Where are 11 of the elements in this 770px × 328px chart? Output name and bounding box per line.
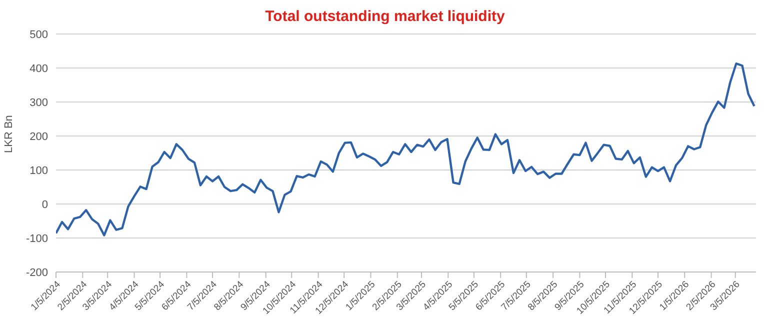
y-tick-label: 500 bbox=[30, 28, 48, 41]
y-tick-label: 300 bbox=[30, 96, 48, 109]
y-axis-title: LKR Bn bbox=[2, 115, 15, 153]
chart-title: Total outstanding market liquidity bbox=[264, 8, 506, 25]
y-tick-label: 100 bbox=[30, 164, 48, 177]
y-tick-label: -200 bbox=[26, 266, 48, 279]
y-tick-label: 200 bbox=[30, 130, 48, 143]
y-tick-label: 400 bbox=[30, 62, 48, 75]
y-tick-label: -100 bbox=[26, 232, 48, 245]
y-tick-label: 0 bbox=[42, 198, 48, 211]
line-series bbox=[56, 62, 756, 236]
